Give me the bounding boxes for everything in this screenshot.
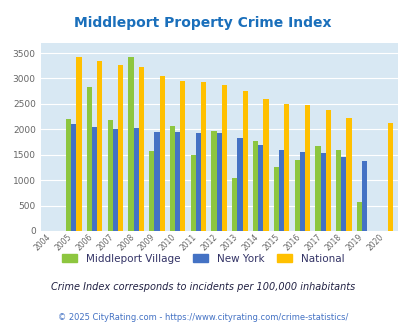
Bar <box>149 151 154 231</box>
Bar <box>278 150 284 231</box>
Bar <box>190 155 195 231</box>
Bar <box>361 161 367 231</box>
Bar <box>92 127 97 231</box>
Bar <box>76 57 81 231</box>
Bar <box>237 138 242 231</box>
Legend: Middleport Village, New York, National: Middleport Village, New York, National <box>58 249 347 268</box>
Bar <box>258 145 263 231</box>
Bar <box>221 85 226 231</box>
Bar <box>71 124 76 231</box>
Bar <box>195 133 200 231</box>
Bar <box>139 67 144 231</box>
Bar <box>325 110 330 231</box>
Bar <box>335 150 341 231</box>
Bar <box>169 125 175 231</box>
Bar <box>273 167 278 231</box>
Bar <box>232 178 237 231</box>
Text: Crime Index corresponds to incidents per 100,000 inhabitants: Crime Index corresponds to incidents per… <box>51 282 354 292</box>
Bar <box>315 146 320 231</box>
Bar <box>320 153 325 231</box>
Bar <box>294 160 299 231</box>
Bar <box>200 82 206 231</box>
Bar <box>159 76 164 231</box>
Bar <box>263 99 268 231</box>
Bar <box>118 64 123 231</box>
Bar <box>216 133 221 231</box>
Text: Middleport Property Crime Index: Middleport Property Crime Index <box>74 16 331 30</box>
Bar <box>304 105 309 231</box>
Bar <box>107 120 113 231</box>
Bar <box>175 132 180 231</box>
Bar <box>154 132 159 231</box>
Bar <box>180 81 185 231</box>
Bar <box>113 129 118 231</box>
Bar <box>66 119 71 231</box>
Bar <box>242 91 247 231</box>
Bar <box>133 128 139 231</box>
Bar <box>128 57 133 231</box>
Bar <box>97 61 102 231</box>
Bar <box>341 157 345 231</box>
Bar <box>252 141 258 231</box>
Bar <box>284 104 289 231</box>
Bar <box>211 131 216 231</box>
Bar <box>345 118 351 231</box>
Bar <box>387 123 392 231</box>
Text: © 2025 CityRating.com - https://www.cityrating.com/crime-statistics/: © 2025 CityRating.com - https://www.city… <box>58 313 347 322</box>
Bar <box>356 202 361 231</box>
Bar <box>87 87 92 231</box>
Bar <box>299 152 304 231</box>
